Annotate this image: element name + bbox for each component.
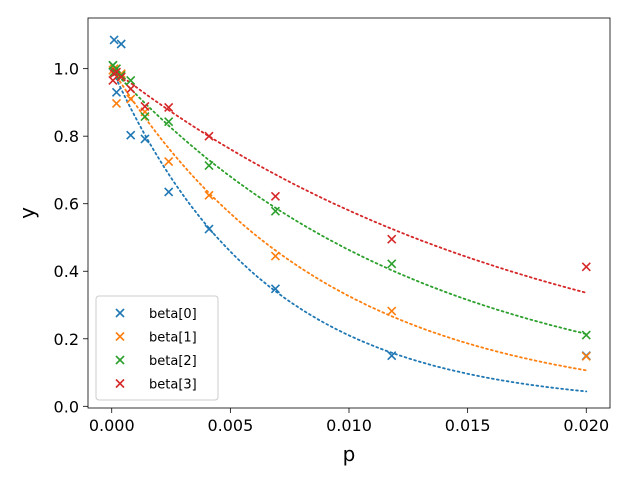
point-beta3	[140, 101, 150, 112]
data-points	[108, 35, 591, 361]
point-beta0	[387, 351, 397, 361]
y-tick-label: 0.0	[54, 397, 79, 416]
x-tick-label: 0.005	[207, 416, 253, 435]
legend-box	[95, 295, 219, 401]
point-beta2	[111, 64, 122, 74]
x-tick-label: 0.000	[89, 416, 135, 435]
point-beta0	[270, 284, 281, 294]
point-beta0	[116, 39, 126, 49]
y-tick-label: 0.2	[54, 330, 79, 349]
legend-label: beta[0]	[149, 307, 197, 322]
y-axis: 0.0 0.2 0.4 0.6 0.8 1.0	[54, 60, 88, 416]
point-beta0	[140, 134, 150, 144]
fit-curves	[110, 67, 588, 393]
point-beta3	[581, 262, 591, 272]
point-beta2	[140, 112, 150, 122]
point-beta0	[164, 187, 174, 197]
point-beta2	[116, 70, 126, 80]
legend-label: beta[1]	[149, 331, 197, 346]
legend-marker	[115, 355, 125, 365]
point-beta2	[581, 330, 591, 340]
legend: beta[0] beta[1] beta[2] beta[3]	[95, 295, 219, 401]
legend-marker	[115, 331, 125, 342]
point-beta2	[270, 206, 281, 216]
y-tick-label: 0.4	[54, 262, 79, 281]
fit-curve-beta0	[110, 67, 588, 393]
x-axis: 0.000 0.005 0.010 0.015 0.020	[89, 408, 609, 435]
point-beta1	[111, 98, 122, 108]
point-beta3	[116, 72, 126, 82]
point-beta2	[387, 259, 397, 269]
point-beta3	[270, 191, 281, 201]
point-beta1	[581, 351, 591, 361]
point-beta2	[126, 75, 136, 86]
point-beta2	[204, 160, 214, 171]
point-beta1	[204, 190, 214, 200]
point-beta1	[270, 251, 281, 261]
point-beta0	[111, 87, 122, 97]
legend-label: beta[3]	[149, 378, 197, 393]
fit-curve-beta2	[110, 67, 588, 335]
point-beta3	[204, 131, 214, 141]
x-tick-label: 0.010	[326, 416, 372, 435]
legend-marker	[115, 308, 125, 318]
y-tick-label: 0.8	[54, 127, 79, 146]
x-axis-label: p	[343, 442, 356, 466]
point-beta3	[387, 234, 397, 244]
point-beta3	[164, 102, 174, 113]
point-beta1	[387, 306, 397, 316]
y-tick-label: 1.0	[54, 60, 79, 79]
point-beta0	[126, 130, 136, 140]
point-beta0	[109, 35, 119, 45]
point-beta2	[164, 117, 174, 127]
point-beta1	[126, 94, 136, 104]
fit-curve-beta1	[110, 67, 588, 372]
x-tick-label: 0.020	[563, 416, 609, 435]
legend-label: beta[2]	[149, 354, 197, 369]
legend-marker	[115, 378, 125, 389]
point-beta1	[164, 156, 174, 167]
point-beta0	[204, 224, 214, 234]
y-tick-label: 0.6	[54, 195, 79, 214]
y-axis-label: y	[15, 207, 39, 219]
fit-curve-beta3	[110, 67, 588, 294]
point-beta3	[126, 84, 136, 94]
x-tick-label: 0.015	[445, 416, 491, 435]
